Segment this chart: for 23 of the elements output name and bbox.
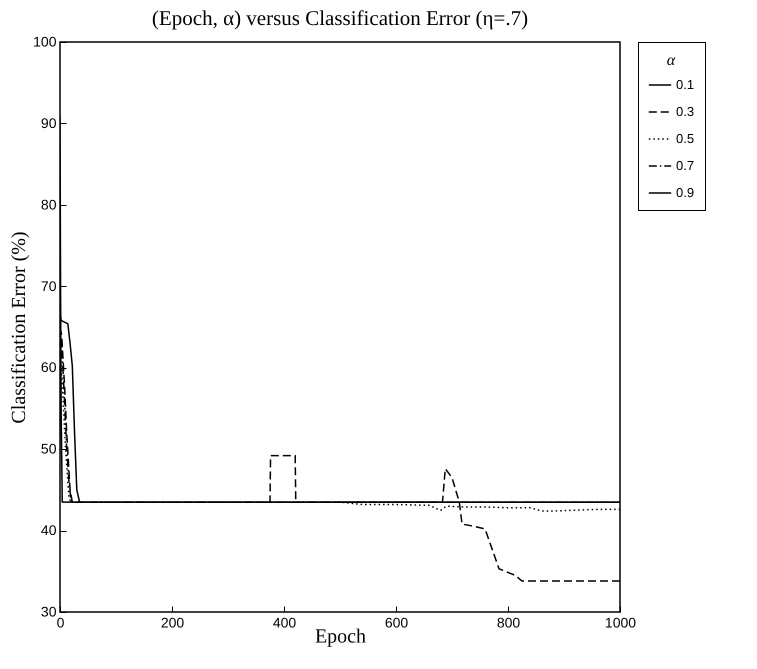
legend-title: α <box>666 52 676 69</box>
y-tick-label: 70 <box>40 278 57 294</box>
chart-title: (Epoch, α) versus Classification Error (η=.7) <box>152 6 528 30</box>
y-axis-title: Classification Error (%) <box>8 231 30 424</box>
x-tick-label: 600 <box>384 614 408 630</box>
legend-label: 0.3 <box>676 104 694 119</box>
x-tick-label: 200 <box>160 614 184 630</box>
legend-label: 0.1 <box>676 77 694 92</box>
y-tick-label: 100 <box>33 34 57 50</box>
y-tick-label: 50 <box>40 440 57 457</box>
x-tick-label: 1000 <box>604 614 636 630</box>
y-tick-label: 90 <box>40 114 57 131</box>
y-tick-label: 30 <box>40 604 57 620</box>
y-tick-label: 40 <box>40 522 57 538</box>
x-tick-label: 0 <box>56 614 65 630</box>
legend-label: 0.9 <box>676 185 694 200</box>
x-axis-title: Epoch <box>314 626 366 648</box>
legend-label: 0.5 <box>676 131 694 146</box>
legend-label: 0.7 <box>676 158 694 173</box>
x-tick-label: 800 <box>496 614 520 630</box>
y-tick-label: 80 <box>40 196 57 212</box>
x-tick-label: 400 <box>272 614 296 630</box>
y-tick-label: 60 <box>40 359 57 376</box>
